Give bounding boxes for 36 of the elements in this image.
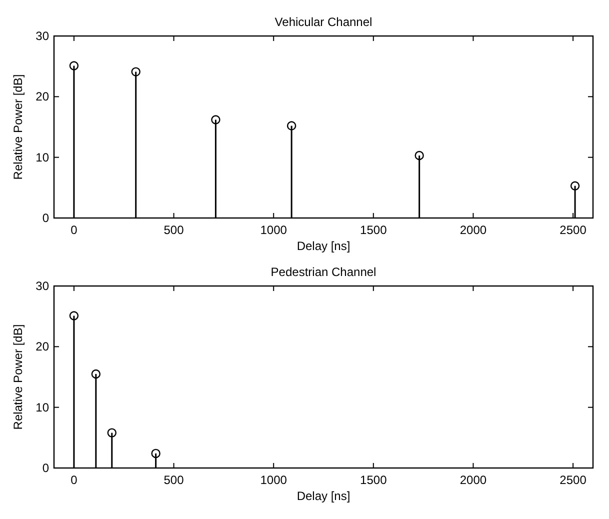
- x-tick-label: 0: [70, 223, 78, 237]
- chart-title: Vehicular Channel: [274, 15, 372, 29]
- y-tick-label: 0: [42, 461, 50, 475]
- point: [414, 150, 424, 160]
- point: [69, 311, 79, 320]
- x-axis-title: Delay [ns]: [296, 489, 350, 503]
- point: [211, 115, 220, 124]
- point: [107, 428, 116, 438]
- y-tick-label: 0: [42, 211, 50, 225]
- y-tick-label: 20: [36, 90, 50, 104]
- y-tick-label: 20: [36, 340, 50, 354]
- x-tick-label: 2500: [560, 473, 587, 487]
- x-axis-title: Delay [ns]: [296, 239, 350, 253]
- point: [151, 448, 160, 458]
- x-tick-label: 500: [164, 223, 184, 237]
- point: [570, 181, 580, 190]
- y-tick-label: 10: [36, 400, 50, 414]
- x-tick-label: 2000: [460, 473, 487, 487]
- point: [286, 121, 296, 130]
- x-tick-label: 1000: [260, 473, 288, 487]
- y-axis-title: Relative Power [dB]: [11, 74, 25, 180]
- y-tick-label: 30: [36, 279, 50, 293]
- x-tick-label: 1500: [360, 473, 388, 487]
- x-tick-label: 500: [164, 473, 184, 487]
- y-axis-title: Relative Power [dB]: [11, 324, 25, 430]
- point: [91, 369, 101, 379]
- x-tick-label: 1500: [360, 223, 388, 237]
- y-tick-label: 10: [36, 150, 50, 164]
- chart-title: Pedestrian Channel: [270, 265, 376, 279]
- y-tick-label: 30: [36, 29, 50, 43]
- x-tick-label: 1000: [260, 223, 288, 237]
- point: [69, 61, 79, 70]
- x-tick-label: 0: [70, 473, 78, 487]
- point: [131, 67, 140, 76]
- x-tick-label: 2500: [560, 223, 587, 237]
- x-tick-label: 2000: [460, 223, 487, 237]
